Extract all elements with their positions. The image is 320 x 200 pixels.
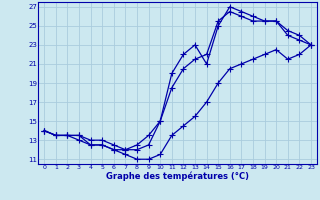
X-axis label: Graphe des températures (°C): Graphe des températures (°C) bbox=[106, 172, 249, 181]
